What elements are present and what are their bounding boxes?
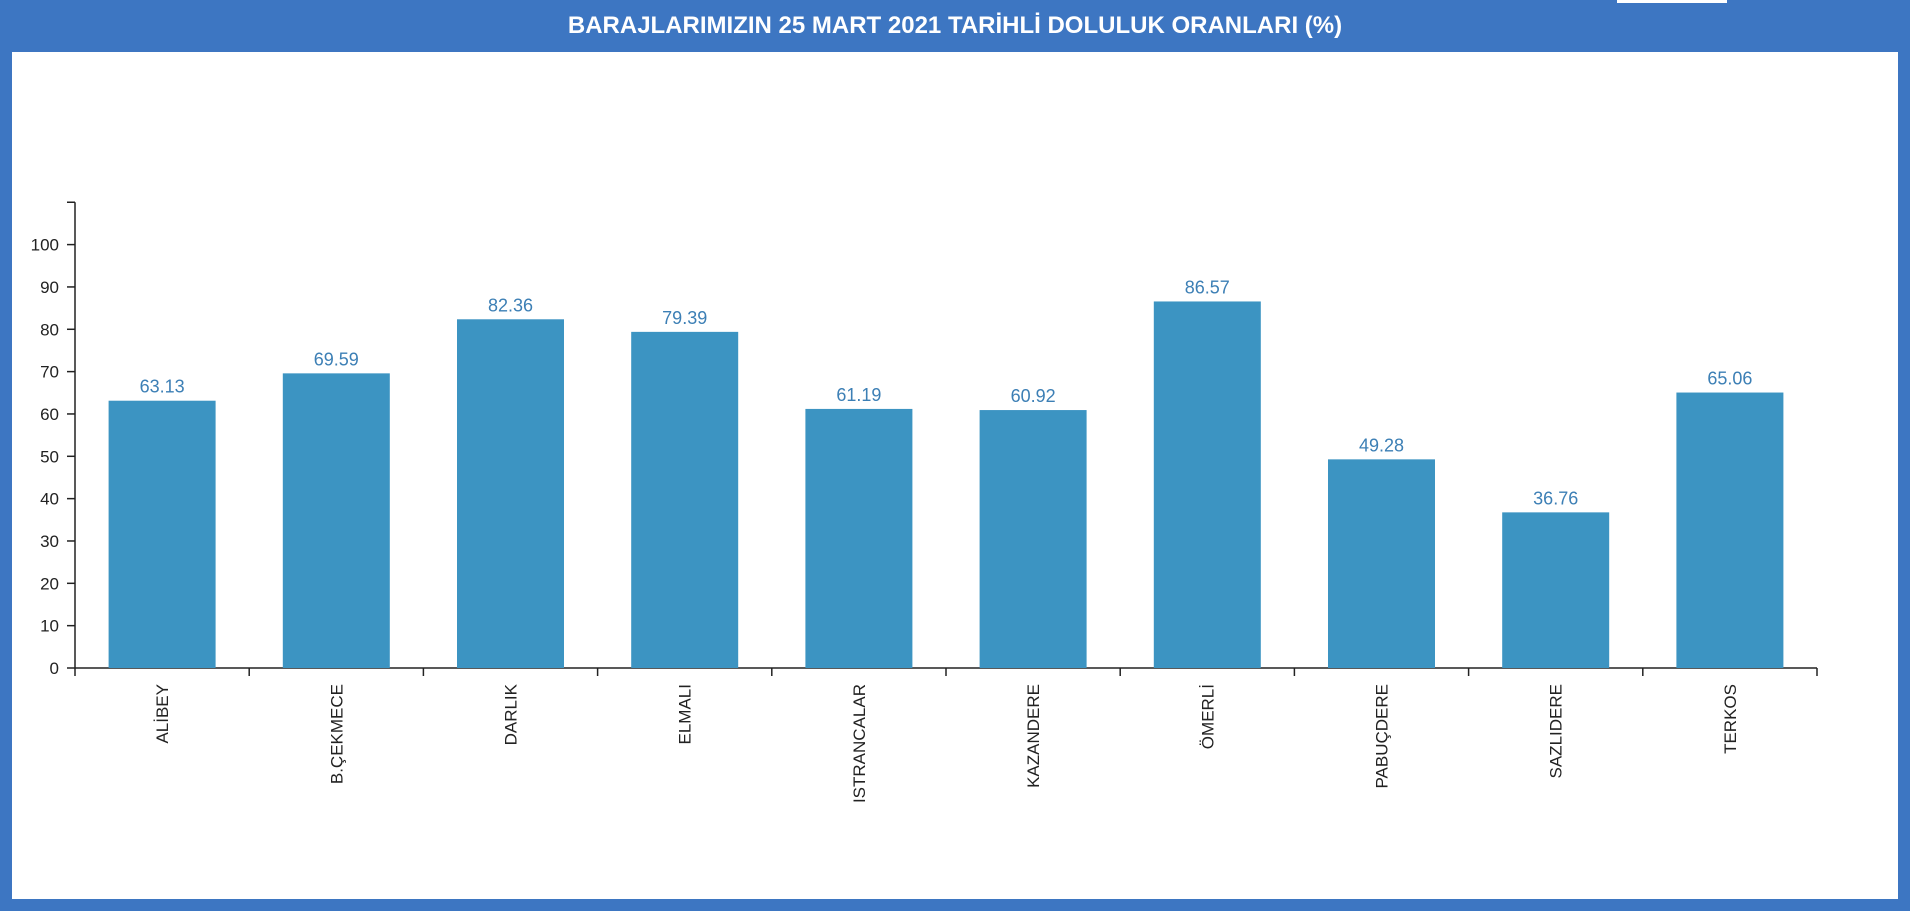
category-label: SAZLIDERE [1547,684,1566,778]
category-label: KAZANDERE [1024,684,1043,788]
x-axis [74,667,1818,676]
bar-value-label: 79.39 [662,308,707,328]
y-tick-label: 10 [40,617,59,636]
bar-value-label: 36.76 [1533,488,1578,508]
bar [457,319,564,668]
y-tick-label: 20 [40,574,59,593]
category-label: TERKOS [1721,684,1740,754]
value-labels: 63.13 69.59 82.36 79.39 61.19 60.92 86.57 49.28… [140,277,1753,508]
bar [631,331,739,668]
chart-title-bar: BARAJLARIMIZIN 25 MART 2021 TARİHLİ DOLU… [0,0,1910,52]
bar [979,410,1087,668]
bar [1153,301,1261,668]
y-tick-label: 60 [40,405,59,424]
y-tick-label: 70 [40,363,59,382]
bar [1328,459,1435,668]
bar-value-label: 61.19 [836,385,881,405]
bar [1502,512,1610,668]
y-tick-label: 40 [40,490,59,509]
bar-value-label: 60.92 [1011,386,1056,406]
bar [1676,392,1784,668]
y-tick-label: 0 [50,659,59,678]
y-tick-label: 30 [40,532,59,551]
category-label: PABUÇDERE [1373,684,1392,789]
category-label: ELMALI [676,684,695,744]
y-tick-label: 90 [40,278,59,297]
bar [108,400,216,668]
bars [108,301,1784,668]
category-labels: ALİBEY B.ÇEKMECE DARLIK ELMALI ISTRANCALAR KA… [153,683,1740,803]
chart-title: BARAJLARIMIZIN 25 MART 2021 TARİHLİ DOLU… [567,12,1343,39]
category-label: ISTRANCALAR [850,684,869,803]
y-tick-label: 80 [40,320,59,339]
category-label: DARLIK [502,683,521,745]
category-label: ALİBEY [153,684,172,744]
bar-value-label: 63.13 [140,377,185,397]
bar-value-label: 65.06 [1707,369,1752,389]
bar-value-label: 69.59 [314,349,359,369]
bar-value-label: 86.57 [1185,277,1230,297]
tab-notch [1617,0,1727,3]
bar [282,373,390,668]
bar-value-label: 49.28 [1359,435,1404,455]
bar-value-label: 82.36 [488,295,533,315]
y-axis: 0 10 20 30 40 50 60 70 80 90 100 [31,201,76,678]
category-label: B.ÇEKMECE [327,684,346,784]
category-label: ÖMERLİ [1198,684,1217,749]
y-tick-label: 100 [31,236,59,255]
bar [805,408,913,668]
y-tick-label: 50 [40,447,59,466]
